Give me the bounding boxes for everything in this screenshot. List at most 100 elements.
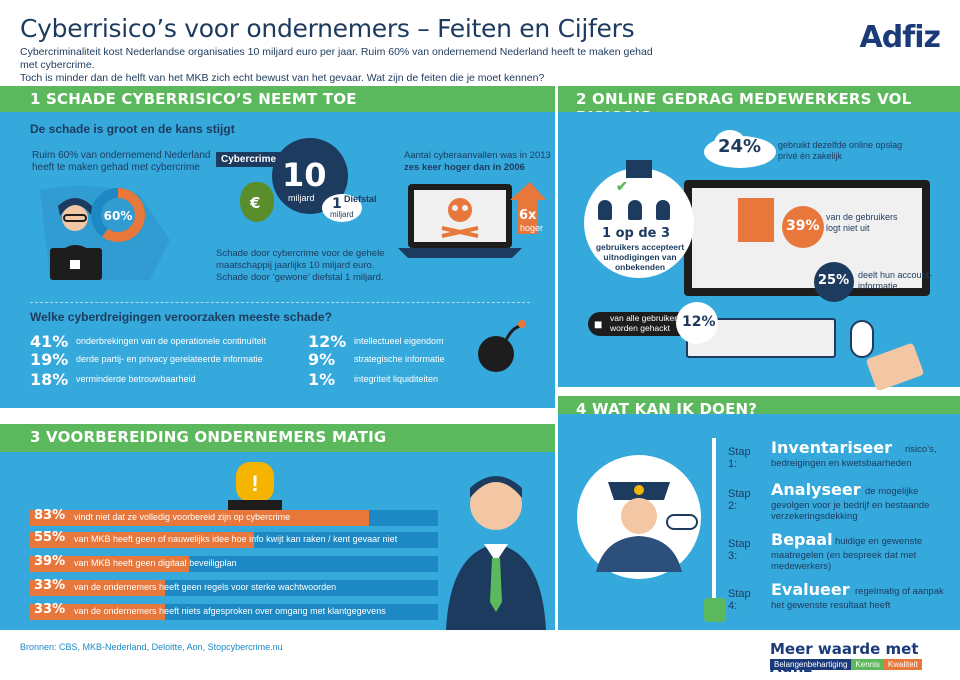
invite-text: gebruikers accepteert uitnodigingen van … <box>592 242 688 272</box>
threat-row: 41% onderbrekingen van de operationele co… <box>30 332 267 351</box>
preparation-bar: 39% van MKB heeft geen digitaal beveiligp… <box>30 554 438 572</box>
preparation-text: van MKB heeft geen of nauwelijks idee ho… <box>74 534 398 544</box>
warning-light-base <box>228 500 282 510</box>
money-bag-icon <box>240 182 274 222</box>
tag-kwaliteit: Kwaliteit <box>883 659 922 670</box>
section-2-bar: 2 ONLINE GEDRAG MEDEWERKERS VOL RISICO’S <box>558 86 960 126</box>
stat-12-line-1: van alle gebruikers <box>610 313 682 323</box>
footer-brand: Meer waarde met Adfiz <box>770 640 919 676</box>
stat-39-line-2: logt niet uit <box>826 223 870 233</box>
threat-row: 1% integriteit liquiditeiten <box>308 369 438 389</box>
envelope-icon <box>626 160 652 178</box>
threat-row: 9% strategische informatie <box>308 350 445 369</box>
diefstal-unit: miljard <box>330 210 354 219</box>
stat-24-text: gebruikt dezelfde online opslag privé én… <box>778 140 902 162</box>
section-3-title: 3 VOORBEREIDING ONDERNEMERS MATIG <box>30 428 387 446</box>
schade-line-2: maatschappij jaarlijks 10 miljard euro. <box>216 260 375 271</box>
intro-line-1: Cybercriminaliteit kost Nederlandse orga… <box>20 46 653 71</box>
threat-pct: 18% <box>30 369 69 389</box>
preparation-pct: 83% <box>34 508 66 523</box>
preparation-bar: 55% van MKB heeft geen of nauwelijks idee… <box>30 530 438 548</box>
preparation-bar-fill <box>30 580 165 596</box>
threat-row: 18% verminderde betrouwbaarheid <box>30 369 196 389</box>
cybercrime-unit: miljard <box>288 193 315 203</box>
stat-39-line-1: van de gebruikers <box>826 212 898 222</box>
stat-25-circle <box>814 262 854 302</box>
preparation-bar-fill <box>30 510 369 526</box>
intro-text: Cybercriminaliteit kost Nederlandse orga… <box>20 46 660 85</box>
ruim-line-1: Ruim 60% van ondernemend Nederland <box>32 150 211 161</box>
preparation-text: vindt niet dat ze volledig voorbereid zi… <box>74 512 291 522</box>
threat-label: strategische informatie <box>354 354 445 364</box>
preparation-bar: 33% van de ondernemers heeft geen regels … <box>30 578 438 596</box>
businessman-hair <box>470 476 522 498</box>
preparation-bar-fill <box>30 556 190 572</box>
warning-light-dome <box>236 462 274 502</box>
preparation-pct: 55% <box>34 530 66 545</box>
footer-tags: Belangenbehartiging Kennis Kwaliteit <box>770 659 922 670</box>
hacker-illustration: 60% <box>40 186 170 280</box>
threat-label: derde partij- en privacy gerelateerde in… <box>76 354 263 364</box>
section-1-divider <box>30 302 530 303</box>
step-keyword: Evalueer <box>771 580 850 599</box>
user-icon-3 <box>656 200 670 220</box>
users-circle <box>584 168 694 278</box>
person-hair <box>58 198 92 216</box>
section-1-title: 1 SCHADE CYBERRISICO’S NEEMT TOE <box>30 90 357 108</box>
tag-belangen: Belangenbehartiging <box>770 659 852 670</box>
schade-line-3: Schade door ‘gewone’ diefstal 1 miljard. <box>216 272 384 283</box>
diefstal-label: Diefstal <box>344 194 377 204</box>
euro-icon: € <box>250 194 261 212</box>
mouse-icon <box>850 320 874 358</box>
arrow-label: hoger <box>520 223 544 233</box>
stat-24-value: 24% <box>718 136 762 157</box>
preparation-pct: 33% <box>34 578 66 593</box>
laptop-skull-illustration <box>398 182 546 258</box>
threats-heading: Welke cyberdreigingen veroorzaken meeste… <box>30 310 332 324</box>
preparation-pct: 39% <box>34 554 66 569</box>
mouse-small-icon <box>666 514 698 530</box>
step-number: Stap 1: <box>728 446 751 470</box>
step-keyword: Bepaal <box>771 530 833 549</box>
threat-pct: 12% <box>308 331 347 351</box>
tag-kennis: Kennis <box>851 659 884 670</box>
stat-12-circle <box>676 302 718 344</box>
stat-25-line-1: deelt hun account- <box>858 270 933 280</box>
stat-39-text: van de gebruikers logt niet uit <box>826 212 898 234</box>
threat-label: verminderde betrouwbaarheid <box>76 374 196 384</box>
section-1-heading: De schade is groot en de kans stijgt <box>30 122 235 136</box>
step-number: Stap 4: <box>728 588 751 612</box>
threat-label: onderbrekingen van de operationele conti… <box>76 336 267 346</box>
user-icon-2 <box>628 200 642 220</box>
one-of-three: 1 op de 3 <box>602 226 671 241</box>
section-4-title: 4 WAT KAN IK DOEN? <box>576 400 758 418</box>
adfiz-logo: Adfiz <box>859 20 941 55</box>
stat-24-line-2: privé én zakelijk <box>778 151 843 161</box>
step-description: gevolgen voor je bedrijf en bestaande ve… <box>771 500 930 522</box>
step-number: Stap 3: <box>728 538 751 562</box>
bomb-icon <box>478 320 526 372</box>
intro-line-2: Toch is minder dan de helft van het MKB … <box>20 72 545 84</box>
threat-pct: 1% <box>308 369 336 389</box>
threat-label: intellectueel eigendom <box>354 336 444 346</box>
invite-line-3: onbekenden <box>614 262 666 272</box>
preparation-bar-fill <box>30 604 165 620</box>
crossbones-icon <box>441 226 479 238</box>
step-rest: regelmatig of aanpak <box>855 586 944 597</box>
arrow-up-icon <box>510 182 546 234</box>
person-glasses <box>63 214 87 222</box>
step-description: maatregelen (en bespreek dat met medewer… <box>771 550 917 572</box>
preparation-bar: 33% van de ondernemers heeft niets afgesp… <box>30 602 438 620</box>
preparation-bar-fill <box>30 532 255 548</box>
step-number: Stap 2: <box>728 488 751 512</box>
step-rest: de mogelijke <box>865 486 919 497</box>
page-title: Cyberrisico’s voor ondernemers – Feiten … <box>20 14 635 43</box>
skull-icon <box>448 198 472 222</box>
threat-pct: 19% <box>30 349 69 369</box>
cybercrime-value: 10 <box>282 156 327 194</box>
ruim-line-2: heeft te maken gehad met cybercrime <box>32 162 200 173</box>
sources: Bronnen: CBS, MKB-Nederland, Deloitte, A… <box>20 642 283 652</box>
section-1-bar: 1 SCHADE CYBERRISICO’S NEEMT TOE <box>0 86 555 114</box>
bomb-spark <box>518 320 526 328</box>
